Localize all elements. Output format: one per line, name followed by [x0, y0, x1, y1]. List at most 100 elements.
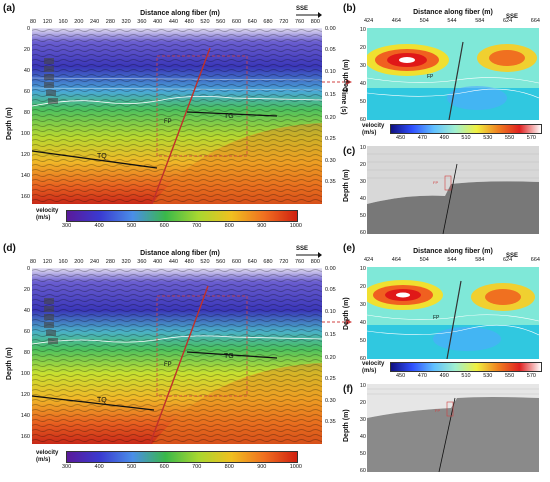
x-tick: 520 [200, 259, 210, 265]
depth-axis-label-a: Depth (m) [6, 107, 13, 140]
cb-tick: 700 [192, 464, 202, 470]
depth-tick: 20 [359, 400, 366, 406]
x-tick: 504 [419, 257, 429, 263]
depth-tick: 50 [359, 451, 366, 457]
cb-tick: 500 [127, 223, 137, 229]
velocity-label-line: velocity [362, 123, 385, 129]
x-tick: 360 [137, 259, 147, 265]
x-tick: 320 [121, 19, 131, 25]
x-tick: 240 [90, 19, 100, 25]
link-arrow-d-e [322, 319, 352, 325]
depth-tick: 40 [23, 308, 30, 314]
depth-tick: 50 [359, 213, 366, 219]
depth-tick: 20 [359, 284, 366, 290]
depth-axis-label-c: Depth (m) [343, 169, 350, 202]
time-tick: 0.10 [325, 69, 336, 75]
velocity-label-line: velocity [36, 450, 59, 456]
link-arrow-a-b [322, 79, 352, 85]
x-tick: 760 [294, 19, 305, 25]
x-tick: 464 [391, 18, 401, 24]
x-tick: 160 [58, 259, 68, 265]
time-tick: 0.25 [325, 376, 336, 382]
velocity-unit-line: (m/s) [36, 215, 51, 221]
tg-label-d: TG [224, 353, 234, 360]
time-tick: 0.10 [325, 309, 336, 315]
x-tick: 160 [58, 19, 68, 25]
time-tick: 0.35 [325, 419, 336, 425]
depth-ticks-d: 0 20 40 60 80 100 120 140 160 [18, 266, 30, 442]
tq-label-d: TQ [97, 397, 107, 404]
time-tick: 0.15 [325, 332, 336, 338]
x-tick: 600 [231, 259, 242, 265]
depth-tick: 20 [359, 162, 366, 168]
depth-ticks-c: 10 20 30 40 50 60 [356, 145, 366, 236]
x-tick: 200 [74, 259, 84, 265]
header-e: Distance along fiber (m) [413, 248, 493, 255]
x-tick: 120 [42, 259, 52, 265]
fp-label-e: FP [433, 315, 440, 321]
depth-tick: 50 [359, 99, 366, 105]
cb-tick: 490 [439, 135, 449, 141]
depth-tick: 20 [23, 47, 30, 53]
time-tick: 0.20 [325, 355, 336, 361]
depth-ticks-f: 10 20 30 40 50 60 [356, 383, 366, 474]
cb-tick: 530 [483, 135, 493, 141]
velocity-label-b: velocity (m/s) [362, 123, 384, 137]
velocity-label-a: velocity (m/s) [36, 208, 58, 222]
cb-tick: 510 [461, 135, 471, 141]
fp-label-c: FP [433, 180, 438, 185]
depth-tick: 80 [23, 110, 30, 116]
cb-tick: 400 [94, 464, 104, 470]
x-tick: 584 [475, 257, 485, 263]
depth-tick: 40 [23, 68, 30, 74]
panel-label-c: (c) [343, 146, 356, 157]
tg-label-a: TG [224, 113, 234, 120]
x-tick: 664 [530, 257, 540, 263]
x-ticks-e: 424 464 504 544 584 624 664 [364, 257, 540, 263]
depth-tick: 0 [26, 26, 30, 32]
depth-tick: 160 [20, 434, 30, 440]
x-tick: 520 [200, 19, 210, 25]
depth-tick: 40 [359, 196, 366, 202]
depth-ticks-e: 10 20 30 40 50 60 [356, 266, 366, 362]
cb-tick: 1000 [289, 464, 302, 470]
panel-label-a: (a) [3, 3, 16, 14]
depth-tick: 40 [359, 434, 366, 440]
fp-label-a: FP [164, 119, 172, 125]
time-tick: 0.00 [325, 26, 336, 32]
cb-tick: 600 [159, 464, 169, 470]
x-tick: 440 [168, 19, 179, 25]
velocity-colorbar-b [390, 124, 542, 134]
panel-label-d: (d) [3, 243, 16, 254]
time-tick: 0.20 [325, 115, 336, 121]
cb-tick: 450 [396, 373, 406, 379]
panel-label-b: (b) [343, 3, 356, 14]
fp-label-f: FP [435, 408, 440, 413]
cb-tick: 450 [396, 135, 406, 141]
depth-tick: 80 [23, 350, 30, 356]
x-tick: 544 [447, 18, 457, 24]
depth-tick: 140 [20, 413, 30, 419]
time-tick: 0.35 [325, 179, 336, 185]
x-tick: 400 [153, 19, 163, 25]
x-tick: 504 [419, 18, 429, 24]
depth-tick: 50 [359, 338, 366, 344]
time-tick: 0.05 [325, 47, 336, 53]
velocity-colorbar-e [390, 362, 542, 372]
velocity-unit-line: (m/s) [362, 130, 377, 136]
depth-tick: 30 [359, 302, 366, 308]
depth-tick: 140 [20, 173, 30, 179]
geologic-model-c: FP [367, 146, 539, 234]
depth-tick: 60 [23, 89, 30, 95]
x-tick: 544 [447, 257, 457, 263]
cb-tick: 470 [417, 135, 427, 141]
cb-tick: 1000 [289, 223, 302, 229]
direction-a: SSE [296, 6, 309, 12]
x-ticks-a: 80 120 160 200 240 280 320 360 400 440 4… [30, 19, 320, 25]
velocity-unit-line: (m/s) [362, 368, 377, 374]
x-tick: 720 [279, 259, 289, 265]
x-tick: 280 [105, 19, 115, 25]
time-tick: 0.05 [325, 287, 336, 293]
velocity-label-e: velocity (m/s) [362, 361, 384, 375]
x-tick: 360 [137, 19, 147, 25]
